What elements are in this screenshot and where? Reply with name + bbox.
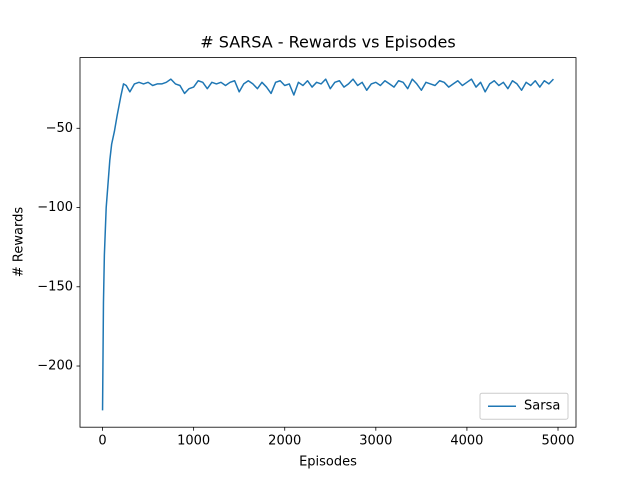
- x-tick-label: 2000: [268, 434, 301, 449]
- y-tick-label: −50: [46, 121, 73, 136]
- line-series: [101, 78, 554, 411]
- y-tick-label: −100: [37, 200, 73, 215]
- x-tick-label: 5000: [541, 434, 574, 449]
- y-tick-label: −200: [37, 359, 73, 374]
- legend-label: Sarsa: [524, 399, 560, 414]
- x-tick-label: 0: [98, 434, 106, 449]
- plot-frame: [79, 57, 577, 428]
- legend-box: [479, 392, 569, 420]
- x-tick-label: 4000: [450, 434, 483, 449]
- chart-title: # SARSA - Rewards vs Episodes: [200, 33, 455, 52]
- x-axis-label: Episodes: [299, 455, 357, 470]
- y-tick-label: −150: [37, 279, 73, 294]
- y-axis-label: # Rewards: [12, 207, 27, 277]
- x-tick-label: 3000: [359, 434, 392, 449]
- x-tick-label: 1000: [177, 434, 210, 449]
